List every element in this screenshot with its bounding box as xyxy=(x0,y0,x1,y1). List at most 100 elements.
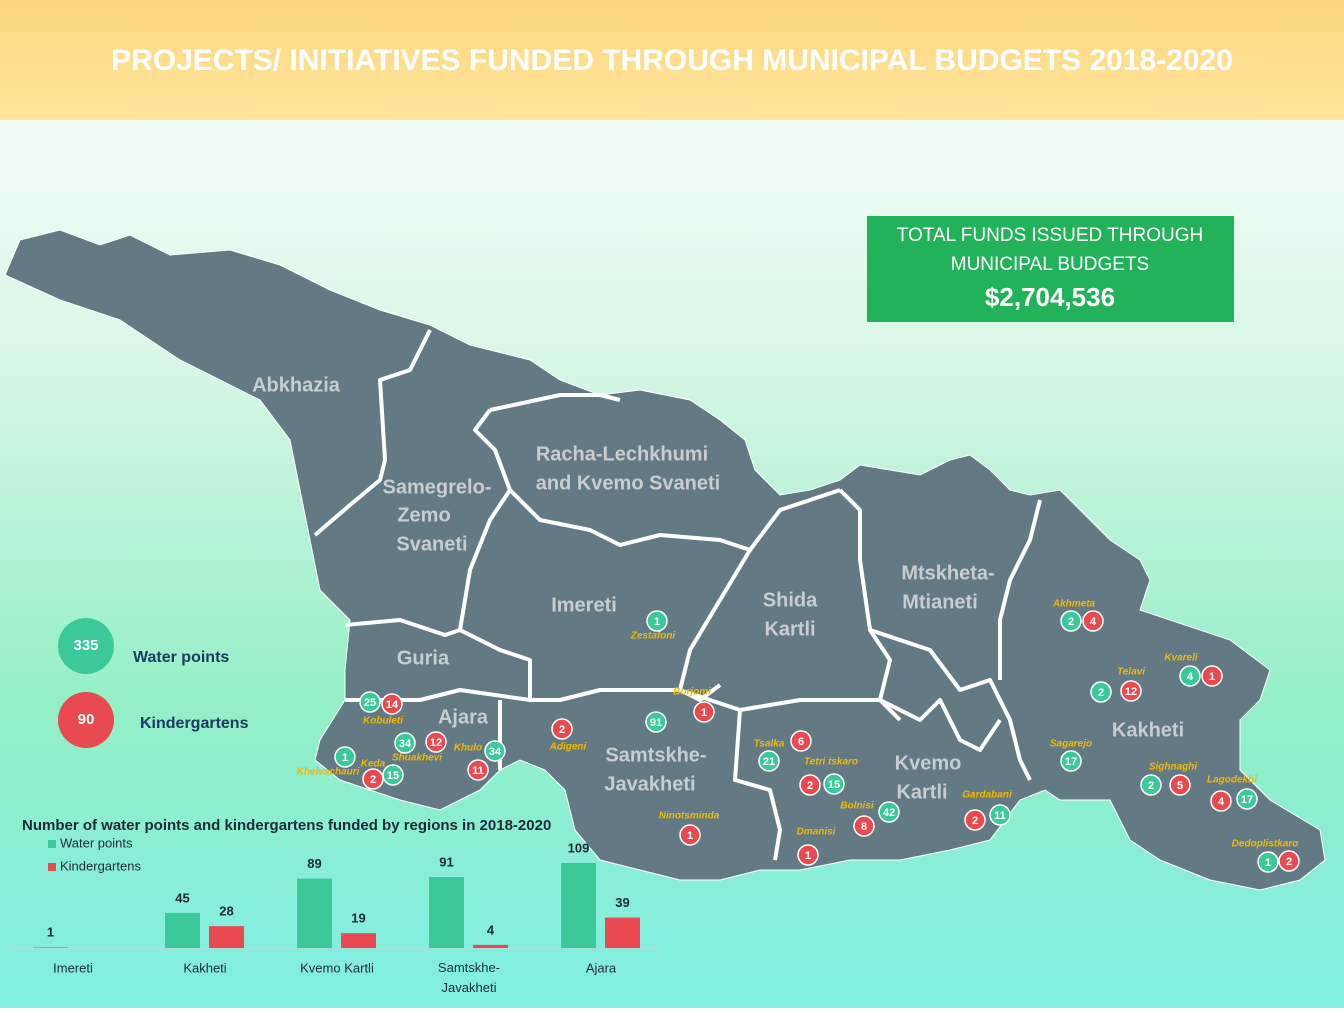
municipality-value: 2 xyxy=(1286,856,1292,868)
header-band xyxy=(0,0,1344,120)
value-label: 28 xyxy=(219,904,233,919)
value-label: 4 xyxy=(487,922,495,937)
municipality-marker xyxy=(853,815,875,837)
total-funds-box xyxy=(867,216,1234,322)
municipality-marker xyxy=(1090,681,1112,703)
municipality-label: Ninotsminda xyxy=(659,811,720,822)
municipality-value: 34 xyxy=(399,738,412,750)
municipality-value: 6 xyxy=(798,736,804,748)
municipality-label: Sighnaghi xyxy=(1149,762,1198,773)
total-funds-amount: $2,704,536 xyxy=(985,282,1115,312)
municipality-marker xyxy=(362,768,384,790)
municipality-value: 1 xyxy=(342,752,348,764)
municipality-marker xyxy=(1060,750,1082,772)
municipality-label: Khulo xyxy=(454,743,482,754)
region-label: Guria xyxy=(397,647,450,669)
municipality-value: 1 xyxy=(805,850,811,862)
municipality-marker xyxy=(823,773,845,795)
municipality-value: 2 xyxy=(1068,616,1074,628)
bar xyxy=(605,917,640,948)
municipality-value: 2 xyxy=(1098,687,1104,699)
region-label: Mtianeti xyxy=(902,591,978,613)
bar xyxy=(33,947,68,948)
municipality-label: Bolnisi xyxy=(840,801,874,812)
municipality-marker xyxy=(1201,665,1223,687)
legend-label: Kindergartens xyxy=(60,858,141,873)
municipality-value: 8 xyxy=(861,821,867,833)
municipality-marker xyxy=(1210,790,1232,812)
municipality-value: 17 xyxy=(1065,756,1077,768)
municipality-label: Gardabani xyxy=(962,790,1012,801)
value-label: 39 xyxy=(615,895,629,910)
municipality-label: Sagarejo xyxy=(1050,739,1092,750)
municipality-marker xyxy=(1060,610,1082,632)
municipality-label: Shuakhevi xyxy=(392,753,442,764)
region-label: Kakheti xyxy=(1112,719,1184,741)
municipality-marker xyxy=(1236,788,1258,810)
municipality-value: 5 xyxy=(1177,780,1183,792)
municipality-marker xyxy=(790,730,812,752)
municipality-label: Kobuleti xyxy=(363,716,403,727)
region-label: Shida xyxy=(763,589,818,611)
region-label: and Kvemo Svaneti xyxy=(536,472,721,494)
legend-value: 90 xyxy=(78,711,95,728)
bar xyxy=(297,878,332,948)
municipality-label: Lagodekhi xyxy=(1207,775,1257,786)
legend-swatch xyxy=(48,840,56,848)
municipality-value: 4 xyxy=(1187,671,1194,683)
region-label: Kartli xyxy=(764,618,815,640)
bar xyxy=(165,912,200,948)
total-funds-label: TOTAL FUNDS ISSUED THROUGH xyxy=(897,225,1204,246)
region-label: Svaneti xyxy=(396,533,467,555)
municipality-marker xyxy=(382,764,404,786)
legend-label: Water points xyxy=(60,835,133,850)
value-label: 19 xyxy=(351,911,365,926)
municipality-value: 2 xyxy=(972,815,978,827)
municipality-value: 21 xyxy=(763,756,775,768)
municipality-value: 1 xyxy=(1209,671,1215,683)
region-borders xyxy=(313,329,1042,861)
municipality-marker xyxy=(484,740,506,762)
municipality-value: 4 xyxy=(1090,616,1097,628)
legend-label: Kindergartens xyxy=(140,715,249,732)
legend-value: 335 xyxy=(73,637,98,654)
municipality-marker xyxy=(1278,850,1300,872)
x-tick-label: Kakheti xyxy=(183,960,226,975)
municipality-label: Telavi xyxy=(1117,667,1145,678)
municipality-marker xyxy=(989,804,1011,826)
region-label: Kvemo xyxy=(895,752,962,774)
value-label: 1 xyxy=(47,925,54,940)
page-title: PROJECTS/ INITIATIVES FUNDED THROUGH MUN… xyxy=(111,44,1233,77)
municipality-label: Kvareli xyxy=(1164,653,1198,664)
municipality-value: 14 xyxy=(386,699,399,711)
municipality-marker xyxy=(878,801,900,823)
municipality-value: 15 xyxy=(387,770,399,782)
municipality-label: Zestafoni xyxy=(630,631,676,642)
municipality-value: 17 xyxy=(1241,794,1253,806)
municipality-marker xyxy=(334,746,356,768)
municipality-value: 42 xyxy=(883,807,895,819)
region-label: Racha-Lechkhumi xyxy=(536,443,708,465)
municipality-value: 1 xyxy=(701,707,707,719)
municipality-marker xyxy=(693,701,715,723)
municipality-value: 1 xyxy=(687,830,693,842)
municipality-label: Dedoplistkaro xyxy=(1232,839,1299,850)
municipality-value: 1 xyxy=(1265,857,1271,869)
legend-swatch xyxy=(48,863,56,871)
municipality-marker xyxy=(1082,610,1104,632)
region-label: Abkhazia xyxy=(252,374,341,396)
municipality-value: 2 xyxy=(807,780,813,792)
municipality-label: Khelvachauri xyxy=(297,767,360,778)
region-label: Ajara xyxy=(438,706,489,728)
region-label: Javakheti xyxy=(604,773,695,795)
municipality-marker xyxy=(799,774,821,796)
value-label: 45 xyxy=(175,890,189,905)
bar xyxy=(429,877,464,948)
value-label: 91 xyxy=(439,854,453,869)
municipality-value: 15 xyxy=(828,779,840,791)
municipality-label: Tetri tskaro xyxy=(804,757,858,768)
municipality-marker xyxy=(551,718,573,740)
municipality-marker xyxy=(679,824,701,846)
municipality-value: 1 xyxy=(654,616,660,628)
